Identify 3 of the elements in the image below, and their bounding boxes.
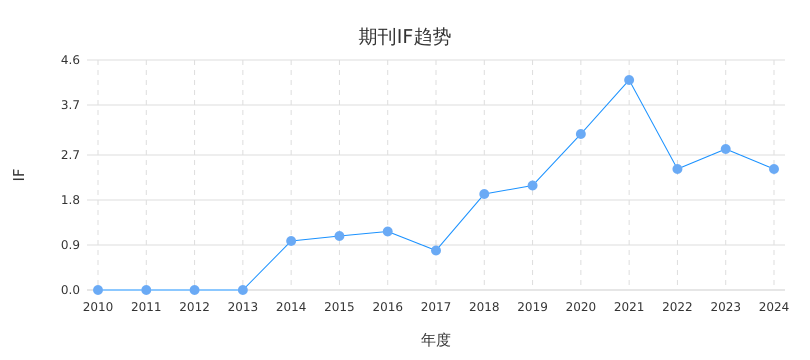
ylabel: IF bbox=[10, 168, 28, 182]
title: 期刊IF趋势 bbox=[358, 26, 452, 48]
xlabel: 年度 bbox=[421, 331, 451, 349]
